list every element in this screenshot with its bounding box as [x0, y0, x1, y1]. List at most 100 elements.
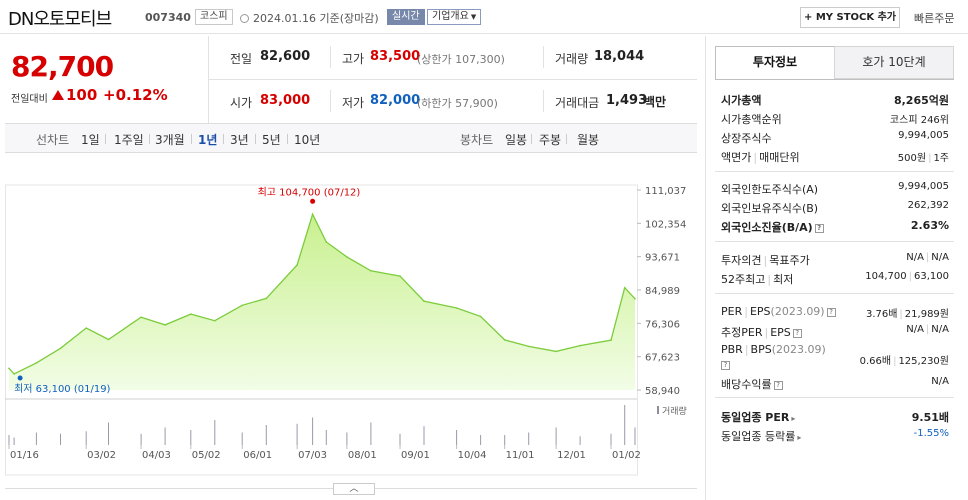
high-label: 고가: [342, 52, 365, 66]
target-label-text: 목표주가: [769, 254, 810, 267]
help-icon[interactable]: ?: [826, 307, 836, 317]
industry-rate-row: 동일업종 등락률 ▸ -1.55%: [721, 427, 949, 445]
est-per-label: 추정PER | EPS?: [721, 324, 802, 340]
price-point: [85, 327, 87, 329]
tab-investment-info[interactable]: 투자정보: [715, 46, 835, 79]
unit-label-text: 매매단위: [759, 151, 800, 164]
help-icon[interactable]: ?: [814, 223, 824, 233]
price-summary: 82,700 전일대비 100 +0.12%: [5, 40, 208, 118]
period-10y[interactable]: 10년: [294, 133, 321, 147]
price-point: [265, 297, 268, 300]
separator: |: [899, 309, 903, 320]
tab-underline: [715, 79, 954, 80]
price-chart[interactable]: 111,037 102,354 93,671 84,989 76,306 67,623 58…: [5, 155, 697, 485]
foreign-ratio-label-text: 외국인소진율(B/A): [721, 221, 813, 234]
x-tick-label: 10/04: [458, 450, 487, 461]
stock-name[interactable]: DN오토모티브: [8, 9, 112, 30]
price-point: [579, 344, 581, 347]
separator: |: [908, 271, 912, 282]
amount-unit: 백만: [644, 95, 667, 109]
separator: |: [893, 356, 897, 367]
eps-label-text: EPS: [749, 305, 771, 318]
x-tick-label: 04/03: [142, 450, 171, 461]
volume-label: 거래량: [555, 52, 589, 66]
help-icon[interactable]: ?: [792, 328, 802, 338]
chevron-up-icon: ︿: [349, 484, 359, 494]
high-marker: [310, 198, 316, 204]
period-3m[interactable]: 3개월: [155, 133, 185, 147]
x-tick-label: 01/16: [10, 450, 39, 461]
period-1w[interactable]: 1주일: [114, 133, 144, 147]
bps-label-text: BPS: [750, 343, 772, 356]
est-eps-value-text: N/A: [931, 324, 949, 335]
per-row: PER | EPS(2023.09)? 3.76배 | 21,989원: [721, 304, 949, 322]
line-chart-label: 선차트: [36, 133, 70, 147]
opinion-value: N/A | N/A: [906, 252, 949, 263]
industry-per-row: 동일업종 PER ▸ 9.51배: [721, 408, 949, 426]
investment-info-panel: 투자정보 호가 10단계 시가총액 8,265억원 시가총액순위 코스피 246…: [705, 36, 968, 500]
separator: [191, 134, 192, 144]
volume-legend-marker: [657, 406, 659, 414]
prev-close-label: 전일: [230, 52, 253, 66]
y-tick-label: 93,671: [645, 253, 680, 264]
price-point: [241, 304, 243, 307]
separator: [149, 134, 150, 144]
separator: |: [744, 305, 748, 318]
collapse-chart-button[interactable]: ︿: [333, 483, 375, 495]
low-marker: [17, 375, 23, 381]
industry-rate-value: -1.55%: [913, 428, 949, 439]
market-cap-label: 시가총액: [721, 94, 762, 107]
price-point: [634, 298, 636, 300]
chevron-right-icon[interactable]: ▸: [791, 414, 796, 423]
help-icon[interactable]: ?: [773, 380, 783, 390]
chevron-right-icon[interactable]: ▸: [797, 433, 802, 442]
price-point: [296, 264, 298, 266]
period-1y[interactable]: 1년: [198, 133, 218, 147]
candle-monthly[interactable]: 월봉: [577, 133, 600, 147]
separator: |: [744, 343, 749, 356]
par-value: 500원 | 1주: [898, 149, 949, 164]
change-percent: +0.12%: [103, 86, 168, 104]
candle-daily[interactable]: 일봉: [505, 133, 528, 147]
dividend-label-text: 배당수익률: [721, 378, 772, 391]
tab-order-book[interactable]: 호가 10단계: [834, 46, 954, 79]
w52-low-label: 최저: [773, 273, 794, 286]
price-point: [346, 256, 348, 258]
y-tick-label: 67,623: [645, 353, 680, 364]
company-info-button[interactable]: 기업개요 ▼: [427, 9, 482, 25]
realtime-badge[interactable]: 실시간: [387, 9, 425, 25]
shares-row: 상장주식수 9,994,005: [721, 129, 949, 147]
separator: |: [764, 326, 769, 339]
rank-label: 시가총액순위: [721, 113, 782, 126]
quick-order-link[interactable]: 빠른주문: [914, 12, 955, 25]
candle-chart-label: 봉차트: [460, 133, 494, 147]
price-point: [8, 367, 10, 370]
separator: [287, 134, 288, 144]
divider: [715, 397, 954, 398]
market-cap-value: 8,265억원: [893, 94, 949, 107]
period-1d[interactable]: 1일: [81, 133, 100, 147]
per-value: 3.76배 | 21,989원: [866, 305, 949, 320]
period-5y[interactable]: 5년: [262, 133, 281, 147]
unit-value-text: 1주: [933, 153, 949, 164]
volume-label: 거래량: [662, 405, 687, 417]
price-point: [164, 324, 166, 326]
candle-weekly[interactable]: 주봉: [539, 133, 562, 147]
price-area: [9, 214, 635, 390]
date-text: 2024.01.16 기준(장마감): [240, 10, 379, 26]
stock-code: 007340: [145, 11, 191, 24]
period-selector: 선차트 1일 1주일 3개월 1년 3년 5년 10년 봉차트 일봉 주봉 월봉: [5, 123, 697, 153]
add-mystock-button[interactable]: + MY STOCK 추가: [800, 7, 900, 28]
shares-value: 9,994,005: [898, 130, 949, 141]
w52-label: 52주최고 | 최저: [721, 271, 793, 287]
x-tick-label: 06/01: [243, 450, 272, 461]
help-icon[interactable]: ?: [721, 360, 730, 370]
price-point: [13, 373, 15, 375]
period-3y[interactable]: 3년: [230, 133, 249, 147]
est-per-value: N/A | N/A: [906, 324, 949, 335]
target-value-text: N/A: [931, 252, 949, 263]
per-value-text: 3.76배: [865, 309, 898, 320]
dividend-row: 배당수익률? N/A: [721, 375, 949, 393]
separator: [223, 134, 224, 144]
divider: [330, 46, 331, 68]
